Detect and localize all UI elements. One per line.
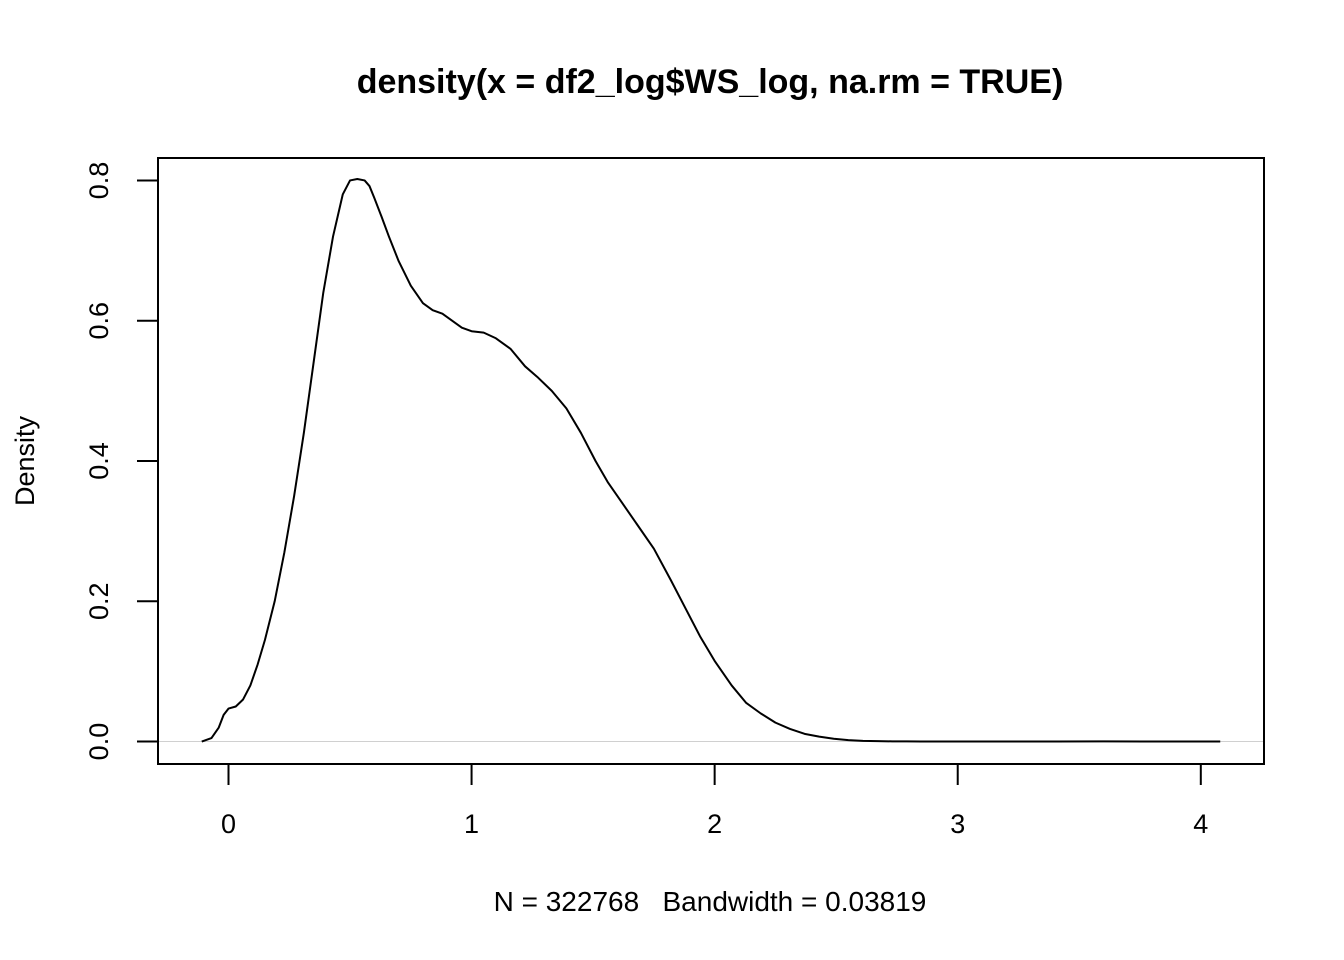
x-axis-label: N = 322768 Bandwidth = 0.03819	[494, 886, 927, 917]
y-ticks: 0.0 0.2 0.4 0.6 0.8	[84, 162, 158, 761]
plot-frame	[157, 157, 1265, 765]
x-tick-label: 1	[464, 809, 479, 839]
y-axis-label: Density	[10, 415, 40, 506]
x-ticks: 0 1 2 3 4	[221, 764, 1208, 839]
y-tick-label: 0.2	[84, 583, 114, 621]
plot-title: density(x = df2_log$WS_log, na.rm = TRUE…	[357, 63, 1064, 101]
x-tick-label: 2	[707, 809, 722, 839]
y-tick-label: 0.6	[84, 302, 114, 340]
density-curve	[201, 178, 1221, 743]
y-tick-label: 0.0	[84, 723, 114, 761]
x-tick-label: 0	[221, 809, 236, 839]
x-tick-label: 4	[1193, 809, 1208, 839]
x-tick-label: 3	[950, 809, 965, 839]
y-tick-label: 0.8	[84, 162, 114, 200]
y-tick-label: 0.4	[84, 442, 114, 480]
